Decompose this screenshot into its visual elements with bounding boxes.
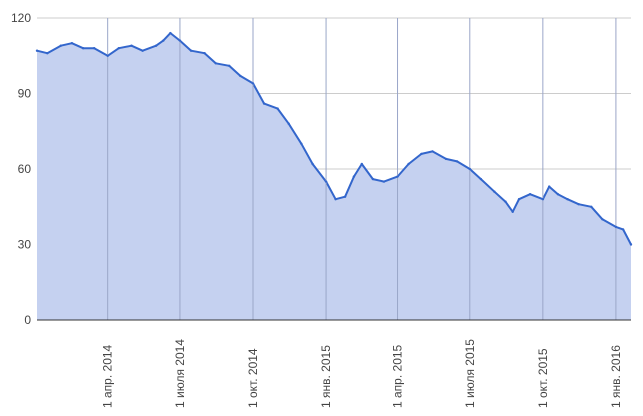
x-tick-label: 1 апр. 2015 <box>391 344 405 408</box>
data-point <box>130 44 133 47</box>
x-tick-label: 1 янв. 2015 <box>319 345 333 408</box>
y-tick-label: 30 <box>18 238 32 252</box>
data-point <box>493 190 496 193</box>
data-point <box>162 39 165 42</box>
data-point <box>371 177 375 181</box>
data-point <box>334 198 337 201</box>
data-point <box>468 167 471 171</box>
data-point <box>601 218 604 221</box>
data-point <box>479 177 483 181</box>
data-point <box>590 205 593 208</box>
data-point <box>81 47 85 50</box>
data-point <box>117 47 121 50</box>
data-point <box>614 225 618 229</box>
data-point <box>93 47 96 50</box>
x-tick-label: 1 апр. 2014 <box>101 344 115 408</box>
data-point <box>629 243 633 246</box>
data-point <box>556 193 560 196</box>
data-point <box>239 74 242 78</box>
data-point <box>541 198 545 201</box>
y-axis-tick-labels: 0 30 60 90 120 <box>11 11 31 327</box>
x-tick-label: 1 июля 2014 <box>173 339 187 408</box>
y-tick-label: 90 <box>18 87 32 101</box>
data-point <box>324 180 328 183</box>
data-point <box>566 198 569 201</box>
x-axis-tick-labels: 1 апр. 2014 1 июля 2014 1 окт. 2014 1 янв. … <box>101 339 623 408</box>
y-tick-label: 60 <box>18 162 32 176</box>
data-point <box>262 102 266 105</box>
data-point <box>382 180 386 183</box>
data-point <box>577 203 580 206</box>
y-tick-label: 120 <box>11 11 31 25</box>
data-point <box>141 49 144 52</box>
data-point <box>548 185 551 188</box>
data-point <box>228 64 231 68</box>
data-point <box>276 107 279 110</box>
x-tick-label: 1 окт. 2014 <box>246 348 260 408</box>
data-point <box>444 157 448 161</box>
data-point <box>517 198 521 201</box>
y-tick-label: 0 <box>24 313 31 327</box>
data-point <box>35 49 39 52</box>
data-point <box>59 44 62 47</box>
data-point <box>154 44 158 47</box>
data-point <box>70 42 74 45</box>
data-point <box>621 228 625 231</box>
data-point <box>407 162 410 166</box>
data-point <box>300 142 303 145</box>
data-point <box>311 162 314 166</box>
data-point <box>189 49 193 52</box>
data-points <box>35 31 633 246</box>
data-point <box>251 82 255 85</box>
vertical-gridlines <box>107 18 617 320</box>
data-point <box>343 195 347 198</box>
data-point <box>528 193 532 196</box>
data-point <box>203 52 206 55</box>
data-point <box>214 62 217 65</box>
x-tick-label: 1 июля 2015 <box>463 339 477 408</box>
data-point <box>455 160 459 163</box>
data-point <box>511 210 514 213</box>
data-point <box>106 54 109 57</box>
data-point <box>352 175 356 178</box>
data-point <box>420 152 423 156</box>
data-point <box>46 52 49 55</box>
x-tick-label: 1 окт. 2015 <box>536 348 550 408</box>
data-point <box>504 200 507 203</box>
data-point <box>178 39 182 42</box>
data-point <box>169 31 172 35</box>
data-point <box>396 175 399 178</box>
x-tick-label: 1 янв. 2016 <box>609 345 623 408</box>
data-point <box>287 122 290 125</box>
data-point <box>431 150 434 153</box>
area-fill <box>37 33 631 320</box>
data-point <box>360 162 363 166</box>
